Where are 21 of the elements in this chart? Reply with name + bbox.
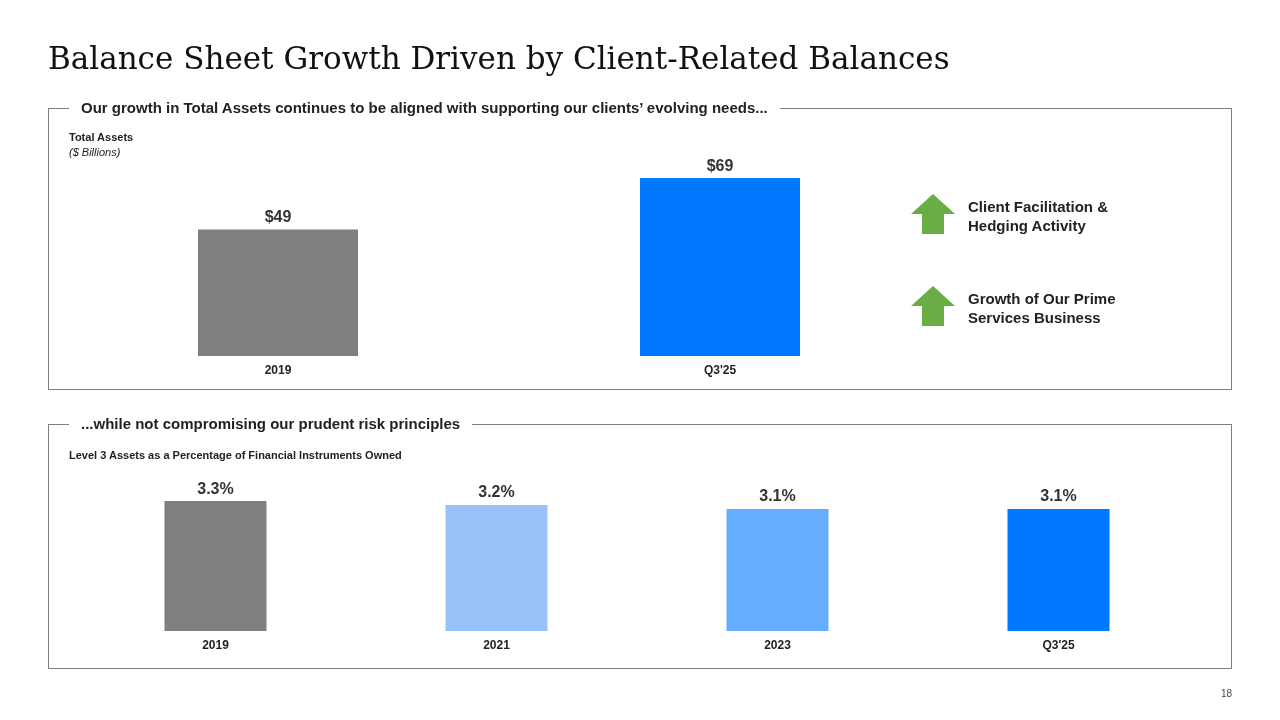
x-tick-label: 2019 bbox=[264, 363, 292, 377]
x-tick-label: 2023 bbox=[764, 638, 792, 652]
x-tick-label: Q3'25 bbox=[1042, 638, 1075, 652]
data-label: 3.2% bbox=[478, 483, 515, 501]
data-label: $49 bbox=[264, 208, 292, 226]
x-tick-label: 2019 bbox=[202, 638, 230, 652]
text: ($ Billions) bbox=[69, 146, 121, 158]
text: 18 bbox=[1221, 688, 1233, 699]
y-axis-title: Total Assets bbox=[69, 131, 134, 143]
x-tick-label: 2021 bbox=[483, 638, 511, 652]
data-label: 3.1% bbox=[1040, 487, 1077, 505]
text: Growth of Our Prime Services Business bbox=[968, 289, 1117, 327]
data-label: $69 bbox=[706, 156, 734, 174]
text: Client Facilitation & Hedging Activity bbox=[968, 197, 1109, 235]
y-axis-title: Level 3 Assets as a Percentage of Financial Instruments Owned bbox=[69, 449, 402, 461]
data-label: 3.3% bbox=[197, 479, 234, 497]
chart-subtitle: Our growth in Total Assets continues to be aligned with supporting our clients’ evolving needs... bbox=[69, 99, 780, 116]
x-tick-label: Q3'25 bbox=[703, 363, 737, 377]
chart-title: Balance Sheet Growth Driven by Client-Related Balances bbox=[48, 40, 950, 76]
data-label: 3.1% bbox=[759, 487, 796, 505]
chart-title: ...while not compromising our prudent risk principles bbox=[69, 415, 473, 432]
